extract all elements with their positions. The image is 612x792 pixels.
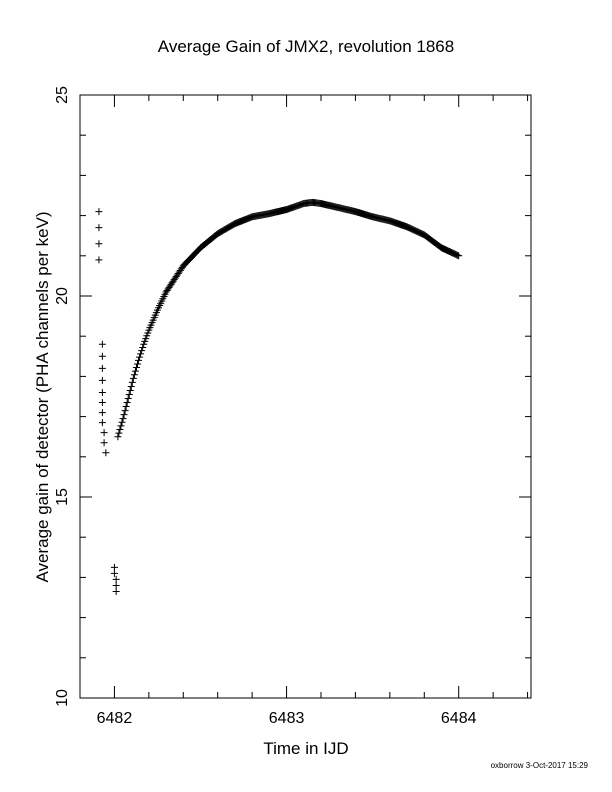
data-point xyxy=(127,382,135,390)
data-point xyxy=(95,208,103,216)
data-point xyxy=(138,347,146,355)
y-tick-label: 15 xyxy=(54,488,71,506)
data-points xyxy=(95,198,463,595)
data-point xyxy=(124,395,132,403)
data-point xyxy=(120,411,128,419)
data-point xyxy=(137,350,145,358)
data-point xyxy=(112,587,120,595)
data-point xyxy=(123,399,131,407)
data-point xyxy=(110,569,118,577)
data-point xyxy=(139,343,147,351)
tick-labels: 6482 6483 6484 10 15 20 25 xyxy=(54,86,477,727)
data-point xyxy=(132,364,140,372)
y-axis-label: Average gain of detector (PHA channels p… xyxy=(33,211,52,582)
y-tick-label: 20 xyxy=(54,287,71,305)
data-point xyxy=(114,433,122,441)
data-point xyxy=(121,407,129,415)
y-tick-label: 25 xyxy=(54,86,71,104)
data-point xyxy=(126,386,134,394)
data-point xyxy=(98,364,106,372)
data-point xyxy=(95,224,103,232)
data-point xyxy=(110,563,118,571)
y-tick-label: 10 xyxy=(54,689,71,707)
x-axis-label: Time in IJD xyxy=(263,739,348,758)
data-point xyxy=(131,367,139,375)
data-point xyxy=(98,388,106,396)
data-point xyxy=(98,340,106,348)
data-point xyxy=(98,399,106,407)
data-point xyxy=(100,429,108,437)
chart-title: Average Gain of JMX2, revolution 1868 xyxy=(158,37,454,56)
data-point xyxy=(125,390,133,398)
data-point xyxy=(100,439,108,447)
plot-frame xyxy=(79,94,532,699)
data-point xyxy=(95,240,103,248)
data-point xyxy=(95,256,103,264)
data-point xyxy=(136,353,144,361)
data-point xyxy=(112,575,120,583)
data-point xyxy=(135,356,143,364)
x-tick-label: 6484 xyxy=(441,710,477,727)
axis-ticks xyxy=(79,94,531,699)
data-point xyxy=(112,581,120,589)
data-point xyxy=(115,429,123,437)
data-point xyxy=(119,415,127,423)
data-point xyxy=(98,409,106,417)
footer-stamp: oxborrow 3-Oct-2017 15:29 xyxy=(491,761,589,770)
x-tick-label: 6482 xyxy=(97,710,133,727)
data-point xyxy=(98,376,106,384)
data-point xyxy=(116,425,124,433)
data-point xyxy=(455,252,463,260)
data-point xyxy=(129,374,137,382)
data-point xyxy=(130,371,138,379)
data-point xyxy=(98,352,106,360)
data-point xyxy=(102,449,110,457)
data-point xyxy=(128,378,136,386)
data-point xyxy=(98,419,106,427)
data-point xyxy=(117,422,125,430)
data-point xyxy=(122,403,130,411)
data-point xyxy=(133,360,141,368)
data-point xyxy=(118,418,126,426)
x-tick-label: 6483 xyxy=(269,710,305,727)
